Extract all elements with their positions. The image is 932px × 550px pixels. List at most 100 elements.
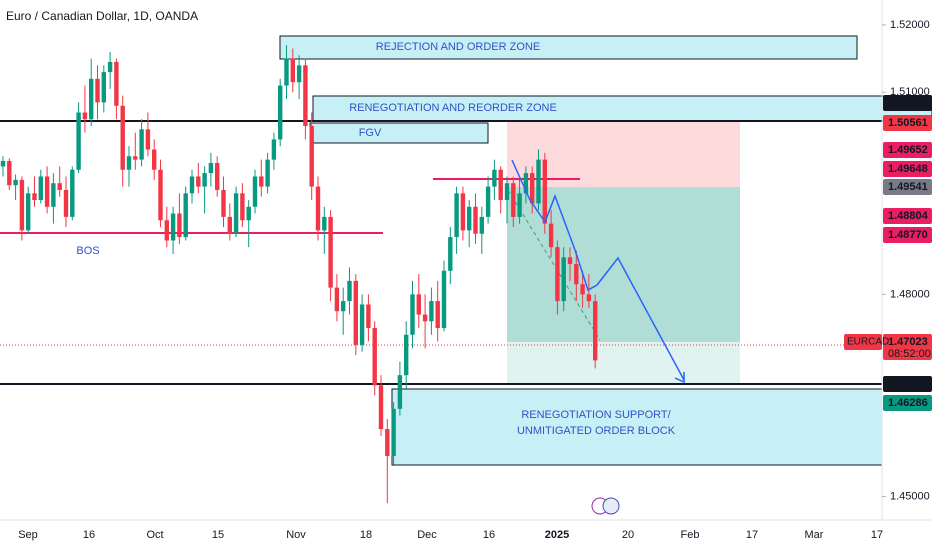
candle-body — [460, 193, 466, 231]
candle-body — [177, 213, 182, 238]
x-tick-label: 2025 — [545, 529, 569, 541]
candle-body — [120, 105, 125, 170]
target-zone-extension — [507, 342, 740, 384]
candle-body — [0, 160, 6, 167]
price-label: 1.49652 — [888, 144, 928, 156]
candle-body — [372, 328, 377, 386]
price-label: 1.47023 — [888, 336, 928, 348]
candle-body — [530, 173, 535, 204]
candle-body — [139, 129, 144, 160]
candle-body — [523, 173, 529, 194]
candle-body — [366, 304, 371, 329]
x-tick-label: 20 — [622, 529, 634, 541]
candle-body — [63, 189, 69, 217]
candle-body — [422, 314, 428, 322]
candle-body — [265, 159, 270, 187]
candles — [0, 45, 598, 504]
x-tick-label: 16 — [483, 529, 495, 541]
candle-body — [89, 78, 94, 120]
price-label: 1.50599 — [888, 97, 928, 109]
x-tick-label: Feb — [681, 529, 700, 541]
candle-body — [511, 183, 516, 217]
chart-title: Euro / Canadian Dollar, 1D, OANDA — [6, 9, 198, 23]
candle-body — [196, 176, 201, 187]
y-tick-label: 1.48000 — [890, 288, 930, 300]
candle-body — [278, 85, 283, 140]
candle-body — [517, 193, 522, 217]
price-label-bg — [883, 142, 932, 158]
price-label-bg — [883, 115, 932, 131]
candle-body — [328, 216, 333, 288]
candle-body — [32, 193, 37, 201]
annotation: REJECTION AND ORDER ZONE — [376, 41, 540, 53]
reorder-zone — [312, 95, 932, 122]
candle-body — [555, 247, 560, 302]
price-label: 1.49648 — [888, 163, 928, 175]
candle-body — [44, 176, 50, 207]
symbol-label-bg — [844, 334, 882, 350]
price-label-bg — [883, 208, 932, 224]
candle-body — [473, 206, 478, 234]
price-label-bg — [883, 395, 932, 411]
candle-body — [485, 186, 491, 217]
candle-body — [448, 237, 453, 271]
candle-body — [170, 213, 176, 241]
x-tick-label: Sep — [18, 529, 38, 541]
candle-body — [542, 159, 547, 224]
candle-body — [76, 112, 81, 170]
projection — [511, 159, 685, 384]
trend-dashed — [507, 189, 601, 341]
candle-body — [82, 112, 88, 120]
y-tick-label: 1.45000 — [890, 490, 930, 502]
candle-body — [259, 176, 264, 187]
candle-body — [208, 163, 214, 174]
price-label: 1.50561 — [888, 117, 928, 129]
candle-body — [347, 280, 352, 302]
candle-body — [271, 139, 277, 160]
indicator-icons[interactable] — [591, 497, 620, 515]
y-tick-label: 1.52000 — [890, 19, 930, 31]
candle-body — [441, 270, 447, 329]
candle-body — [479, 216, 484, 234]
candle-body — [240, 193, 245, 221]
candle-body — [19, 179, 25, 231]
candle-body — [467, 206, 472, 231]
fvg-zone — [309, 122, 489, 144]
candle-body — [416, 294, 421, 315]
projection-path — [511, 159, 685, 381]
icon[interactable] — [602, 497, 620, 515]
candle-body — [215, 163, 220, 190]
candle-body — [341, 301, 346, 312]
price-label: 1.46286 — [888, 397, 928, 409]
candle-body — [13, 179, 18, 186]
candle-body — [353, 280, 358, 345]
candle-body — [593, 301, 598, 361]
price-label: 1.48770 — [888, 229, 928, 241]
candle-body — [574, 264, 579, 285]
candle-body — [315, 186, 321, 231]
rejection-zone — [279, 35, 858, 60]
price-label-bg — [883, 376, 932, 392]
candle-body — [164, 220, 169, 241]
candle-body — [114, 61, 119, 106]
title-bg — [0, 0, 240, 30]
candle-body — [202, 173, 207, 187]
candle-body — [145, 129, 151, 150]
annotation: RENEGOTIATION SUPPORT/ — [521, 409, 671, 421]
candle-body — [429, 301, 434, 322]
price-label: 1.46343 — [888, 378, 928, 390]
candle-body — [152, 149, 157, 170]
candle-body — [303, 65, 308, 126]
annotation: RENEGOTIATION AND REORDER ZONE — [349, 102, 557, 114]
candle-body — [454, 193, 459, 238]
candle-body — [536, 159, 541, 204]
candle-body — [504, 183, 510, 201]
price-label-bg — [883, 334, 932, 360]
price-label-bg — [883, 179, 932, 195]
candle-body — [133, 156, 138, 160]
price-label-bg — [883, 95, 932, 111]
candle-body — [57, 183, 62, 190]
candle-body — [492, 169, 497, 187]
